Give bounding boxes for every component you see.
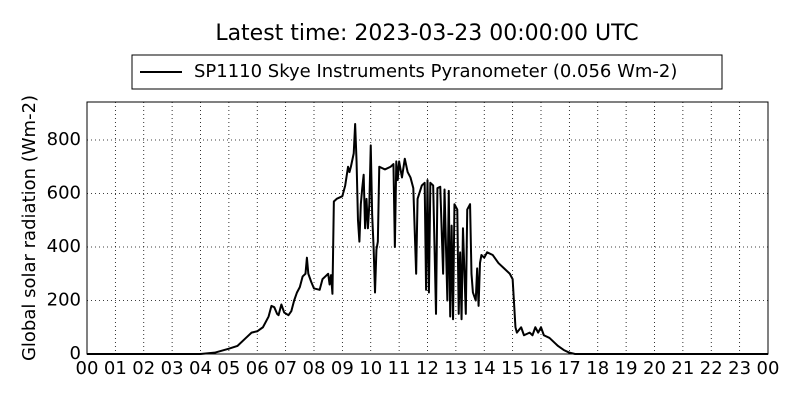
x-tick-label: 23 <box>728 358 751 379</box>
x-tick-label: 00 <box>76 358 99 379</box>
x-tick-label: 03 <box>161 358 184 379</box>
chart-title: Latest time: 2023-03-23 00:00:00 UTC <box>215 21 638 46</box>
x-tick-label: 11 <box>388 358 411 379</box>
x-tick-label: 08 <box>303 358 326 379</box>
y-tick-label: 400 <box>47 236 81 257</box>
x-tick-label: 19 <box>615 358 638 379</box>
x-tick-label: 06 <box>246 358 269 379</box>
y-tick-label: 800 <box>47 129 81 150</box>
y-axis-label: Global solar radiation (Wm-2) <box>19 95 40 361</box>
x-tick-label: 20 <box>643 358 666 379</box>
x-tick-label: 12 <box>416 358 439 379</box>
y-tick-label: 600 <box>47 182 81 203</box>
x-tick-label: 09 <box>331 358 354 379</box>
x-tick-label: 10 <box>359 358 382 379</box>
legend-box <box>131 54 723 90</box>
x-tick-label: 22 <box>700 358 723 379</box>
legend-label: SP1110 Skye Instruments Pyranometer (0.0… <box>194 61 677 82</box>
data-line <box>87 122 768 355</box>
x-tick-label: 18 <box>586 358 609 379</box>
x-tick-label: 01 <box>104 358 127 379</box>
x-tick-label: 05 <box>217 358 240 379</box>
x-tick-label: 14 <box>473 358 496 379</box>
x-tick-label: 00 <box>757 358 780 379</box>
x-tick-label: 17 <box>558 358 581 379</box>
x-tick-label: 02 <box>132 358 155 379</box>
x-tick-label: 16 <box>530 358 553 379</box>
x-tick-label: 07 <box>274 358 297 379</box>
x-tick-label: 13 <box>444 358 467 379</box>
y-tick-label: 0 <box>70 343 81 364</box>
x-tick-label: 15 <box>501 358 524 379</box>
x-tick-label: 21 <box>671 358 694 379</box>
y-tick-label: 200 <box>47 289 81 310</box>
x-tick-label: 04 <box>189 358 212 379</box>
